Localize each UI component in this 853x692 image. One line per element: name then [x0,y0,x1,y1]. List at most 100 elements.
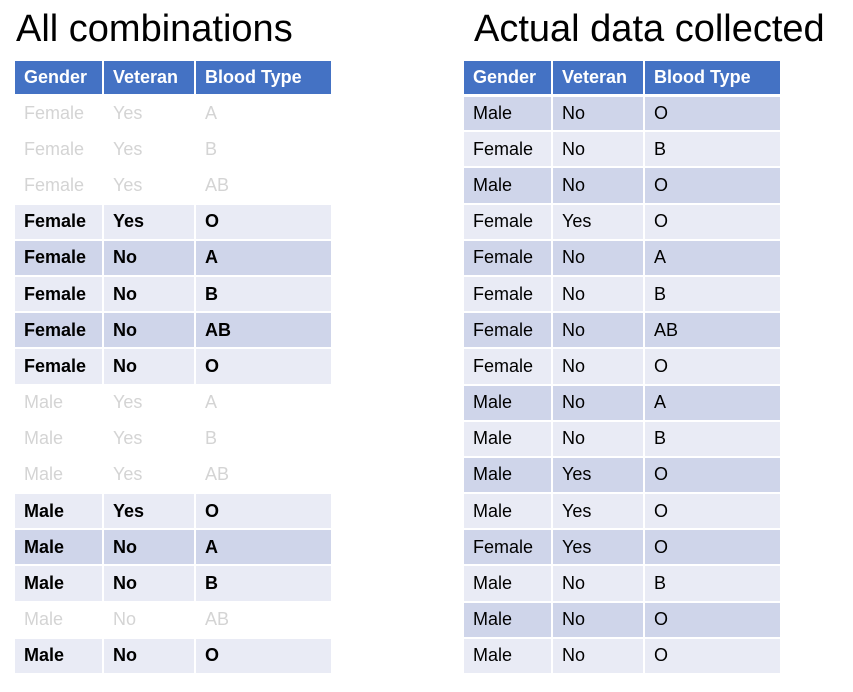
table-row: Female No AB [15,312,331,350]
cell-gender: Male [464,565,553,603]
cell-blood-type: B [644,565,780,603]
cell-blood-type: A [195,529,331,567]
cell-gender: Male [15,601,104,639]
cell-gender: Male [464,637,553,676]
column-header-gender: Gender [464,61,553,97]
cell-blood-type: A [644,239,780,277]
cell-blood-type: AB [644,312,780,350]
cell-gender: Female [15,131,104,169]
table-row: Male No O [464,601,780,639]
cell-veteran: No [103,637,196,676]
all-combinations-table: Gender Veteran Blood Type Female Yes A Fema… [15,61,331,676]
cell-veteran: No [552,348,645,386]
cell-blood-type: B [195,420,331,458]
cell-gender: Male [15,456,104,495]
cell-veteran: No [103,348,196,386]
cell-gender: Male [15,637,104,676]
cell-veteran: No [552,637,645,676]
table-row: Male Yes AB [15,456,331,495]
actual-data-table: Gender Veteran Blood Type Male No O Female N… [464,61,780,676]
table-row: Female No O [15,348,331,386]
cell-veteran: No [552,167,645,205]
table-row: Female No O [464,348,780,386]
cell-gender: Male [464,493,553,531]
table-row: Female No A [464,239,780,277]
column-header-veteran: Veteran [552,61,645,97]
column-header-veteran: Veteran [103,61,196,97]
cell-veteran: Yes [103,203,196,241]
cell-veteran: No [552,312,645,350]
cell-gender: Male [464,95,553,133]
table-row: Male No O [464,95,780,133]
cell-gender: Female [15,312,104,350]
cell-blood-type: A [644,384,780,422]
cell-gender: Male [15,565,104,603]
cell-veteran: No [103,312,196,350]
cell-veteran: Yes [103,420,196,458]
all-combinations-title: All combinations [16,8,293,50]
cell-blood-type: B [644,275,780,314]
cell-gender: Male [464,167,553,205]
cell-blood-type: AB [195,601,331,639]
cell-blood-type: B [644,131,780,169]
cell-veteran: No [103,601,196,639]
table-row: Male No B [15,565,331,603]
cell-veteran: No [103,529,196,567]
cell-blood-type: O [644,167,780,205]
cell-gender: Male [15,493,104,531]
cell-gender: Female [15,203,104,241]
cell-veteran: Yes [103,95,196,133]
cell-veteran: Yes [103,167,196,205]
table-row: Male No AB [15,601,331,639]
cell-gender: Male [15,420,104,458]
cell-blood-type: O [195,493,331,531]
table-row: Male No O [464,167,780,205]
cell-gender: Female [464,312,553,350]
cell-blood-type: B [644,420,780,458]
cell-blood-type: A [195,95,331,133]
cell-gender: Female [464,529,553,567]
cell-veteran: Yes [103,384,196,422]
cell-blood-type: O [195,203,331,241]
header-row: Gender Veteran Blood Type [15,61,331,97]
cell-veteran: Yes [552,529,645,567]
column-header-blood-type: Blood Type [195,61,331,97]
cell-gender: Female [15,239,104,277]
column-header-gender: Gender [15,61,104,97]
table-row: Male No O [464,637,780,676]
cell-blood-type: AB [195,456,331,495]
cell-gender: Male [464,601,553,639]
table-row: Male Yes B [15,420,331,458]
table-row: Female No B [464,275,780,314]
cell-veteran: Yes [552,493,645,531]
cell-gender: Female [464,131,553,169]
cell-blood-type: O [644,348,780,386]
table-row: Male No B [464,420,780,458]
table-row: Female No B [15,275,331,314]
table-row: Female Yes B [15,131,331,169]
table-row: Male Yes O [464,493,780,531]
cell-veteran: No [552,384,645,422]
cell-blood-type: AB [195,167,331,205]
cell-gender: Female [15,275,104,314]
table-row: Female Yes AB [15,167,331,205]
cell-gender: Female [464,203,553,241]
cell-veteran: No [552,95,645,133]
cell-veteran: Yes [552,456,645,495]
cell-blood-type: AB [195,312,331,350]
table-row: Female No B [464,131,780,169]
table-row: Male Yes A [15,384,331,422]
table-row: Female Yes O [15,203,331,241]
cell-veteran: Yes [103,493,196,531]
cell-blood-type: O [644,203,780,241]
cell-gender: Male [15,529,104,567]
table-row: Male Yes O [15,493,331,531]
cell-gender: Female [464,348,553,386]
table-row: Male No A [15,529,331,567]
cell-gender: Female [464,239,553,277]
cell-gender: Male [15,384,104,422]
column-header-blood-type: Blood Type [644,61,780,97]
cell-blood-type: A [195,384,331,422]
table-row: Male No O [15,637,331,676]
table-row: Female Yes O [464,529,780,567]
